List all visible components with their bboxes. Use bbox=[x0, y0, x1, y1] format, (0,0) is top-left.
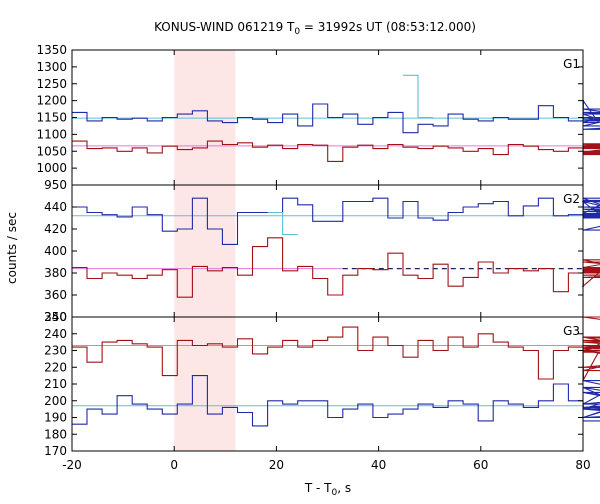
y-tick-label-g2-440: 440 bbox=[44, 200, 67, 214]
panel-frame-g2 bbox=[71, 184, 584, 318]
panel-label-g1: G1 bbox=[563, 57, 580, 71]
y-tick-label-g1-1350: 1350 bbox=[36, 43, 67, 57]
y-tick-label-g2-360: 360 bbox=[44, 288, 67, 302]
y-tick-label-g1-1050: 1050 bbox=[36, 144, 67, 158]
y-tick-label-g2-380: 380 bbox=[44, 266, 67, 280]
y-tick-label-g1-1000: 1000 bbox=[36, 161, 67, 175]
y-tick-label-g3-210: 210 bbox=[44, 377, 67, 391]
series-blue-g2 bbox=[72, 197, 600, 245]
series-red-g2 bbox=[72, 237, 600, 298]
y-tick-label-g3-230: 230 bbox=[44, 344, 67, 358]
y-tick-label-g3-180: 180 bbox=[44, 427, 67, 441]
y-tick-label-g2-340: 340 bbox=[44, 310, 67, 324]
y-tick-label-g2-420: 420 bbox=[44, 222, 67, 236]
y-tick-label-g1-950: 950 bbox=[44, 178, 67, 192]
source-interval-band bbox=[174, 50, 236, 451]
panel-label-g2: G2 bbox=[563, 192, 580, 206]
y-tick-label-g3-200: 200 bbox=[44, 394, 67, 408]
overlay-g2 bbox=[267, 211, 298, 236]
y-tick-label-g3-240: 240 bbox=[44, 327, 67, 341]
x-tick-label-5: 80 bbox=[575, 458, 590, 472]
panel-label-g3: G3 bbox=[563, 324, 580, 338]
y-tick-label-g1-1150: 1150 bbox=[36, 111, 67, 125]
y-tick-label-g1-1100: 1100 bbox=[36, 127, 67, 141]
y-tick-label-g3-220: 220 bbox=[44, 360, 67, 374]
y-tick-label-g3-190: 190 bbox=[44, 411, 67, 425]
x-tick-label-4: 60 bbox=[473, 458, 488, 472]
y-axis-label: counts / sec bbox=[5, 212, 19, 284]
x-axis-label: T - T0, s bbox=[304, 481, 351, 498]
y-tick-label-g3-170: 170 bbox=[44, 444, 67, 458]
series-blue-g1 bbox=[72, 100, 600, 134]
y-tick-label-g1-1250: 1250 bbox=[36, 77, 67, 91]
overlay-g1 bbox=[403, 74, 434, 119]
x-tick-label-3: 40 bbox=[371, 458, 386, 472]
x-tick-label-1: 0 bbox=[170, 458, 178, 472]
x-tick-label-0: -20 bbox=[62, 458, 82, 472]
y-tick-label-g1-1200: 1200 bbox=[36, 94, 67, 108]
x-tick-label-2: 20 bbox=[269, 458, 284, 472]
series-red-g3 bbox=[72, 316, 600, 382]
y-tick-label-g1-1300: 1300 bbox=[36, 60, 67, 74]
y-tick-label-g2-400: 400 bbox=[44, 244, 67, 258]
series-red-g1 bbox=[72, 140, 600, 162]
y-tick-label-g3-250: 250 bbox=[44, 310, 67, 324]
series-blue-g3 bbox=[72, 375, 600, 427]
chart-title: KONUS-WIND 061219 T0 = 31992s UT (08:53:… bbox=[154, 20, 476, 37]
